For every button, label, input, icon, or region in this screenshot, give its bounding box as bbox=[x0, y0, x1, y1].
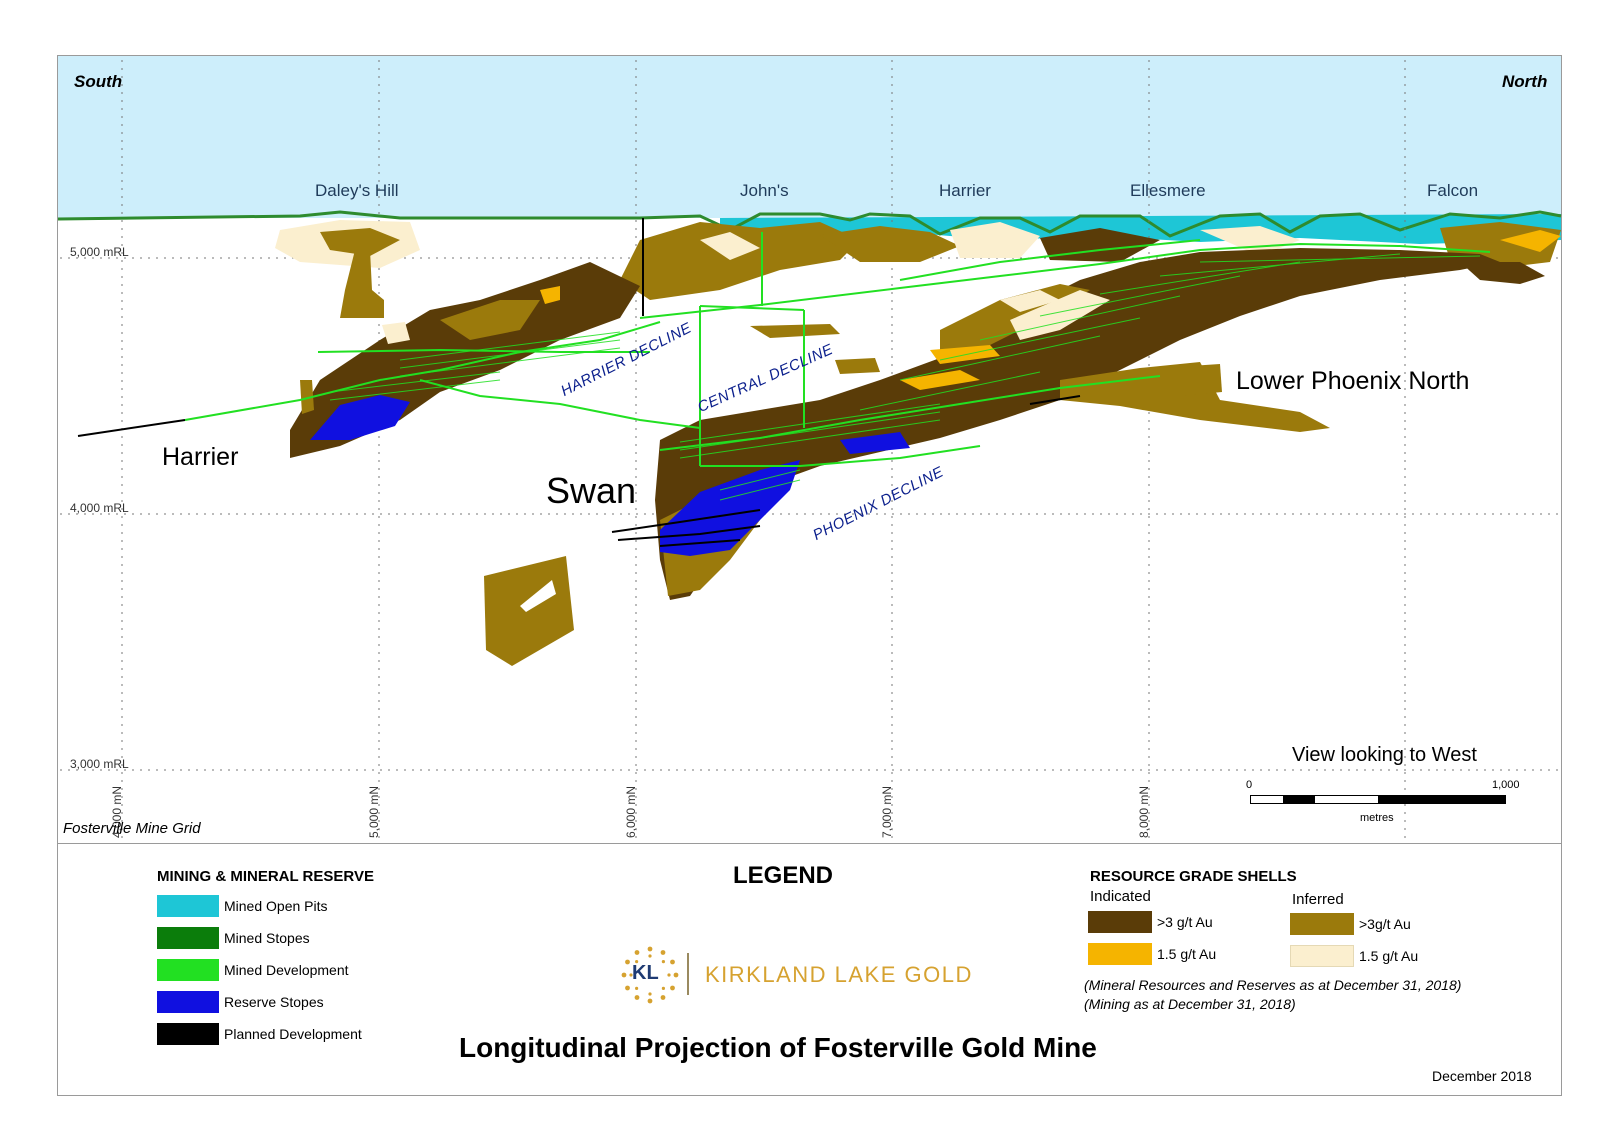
legend-title: LEGEND bbox=[733, 862, 834, 889]
mined-development bbox=[184, 232, 1491, 467]
legend-item-indicated-low: 1.5 g/t Au bbox=[1088, 943, 1216, 965]
open-pit-strip bbox=[720, 214, 1561, 244]
legend-label: Mined Stopes bbox=[224, 930, 310, 946]
legend-item-reserve-stopes: Reserve Stopes bbox=[157, 986, 362, 1018]
figure-title: Longitudinal Projection of Fosterville G… bbox=[459, 1032, 1097, 1063]
figure-date: December 2018 bbox=[1432, 1068, 1532, 1084]
note-mining-date: (Mining as at December 31, 2018) bbox=[1084, 996, 1296, 1012]
legend-swatch bbox=[1290, 945, 1354, 967]
zone-harrier: Harrier bbox=[162, 443, 239, 471]
northing-label-5000: 5,000 mN bbox=[367, 785, 381, 838]
legend-label: Mined Development bbox=[224, 962, 349, 978]
inferred-header: Inferred bbox=[1292, 891, 1344, 908]
elevation-label-3000: 3,000 mRL bbox=[70, 757, 129, 771]
area-ellesmere: Ellesmere bbox=[1130, 181, 1206, 200]
area-johns: John's bbox=[740, 181, 789, 200]
legend-swatch bbox=[1088, 943, 1152, 965]
scale-max-label: 1,000 bbox=[1492, 779, 1520, 791]
legend-label: >3g/t Au bbox=[1359, 916, 1411, 932]
sunburst-icon bbox=[621, 946, 679, 1004]
company-logo: KL KIRKLAND LAKE GOLD bbox=[620, 945, 980, 1005]
legend-label: 1.5 g/t Au bbox=[1359, 948, 1419, 964]
planned-development bbox=[77, 218, 1081, 547]
legend-item-inferred-low: 1.5 g/t Au bbox=[1290, 945, 1418, 967]
legend-divider bbox=[57, 843, 1562, 844]
legend-item-mined-development: Mined Development bbox=[157, 954, 362, 986]
legend-swatch bbox=[157, 895, 219, 917]
legend-label: 1.5 g/t Au bbox=[1157, 946, 1217, 962]
logo-name: KIRKLAND LAKE GOLD bbox=[705, 962, 973, 987]
sky-band bbox=[58, 56, 1561, 218]
legend-label: Planned Development bbox=[224, 1026, 362, 1042]
legend-swatch bbox=[157, 991, 219, 1013]
legend-swatch bbox=[157, 1023, 219, 1045]
logo-initials: KL bbox=[632, 962, 659, 984]
resource-legend-header: RESOURCE GRADE SHELLS bbox=[1090, 868, 1297, 885]
elevation-label-4000: 4,000 mRL bbox=[70, 501, 129, 515]
south-label: South bbox=[74, 72, 123, 91]
area-harrier: Harrier bbox=[939, 181, 991, 200]
phoenix-orebody bbox=[655, 248, 1500, 600]
northing-label-8000: 8,000 mN bbox=[1137, 785, 1151, 838]
legend-swatch bbox=[1088, 911, 1152, 933]
legend-label: Reserve Stopes bbox=[224, 994, 324, 1010]
legend-swatch bbox=[157, 927, 219, 949]
legend-label: Mined Open Pits bbox=[224, 898, 328, 914]
mine-grid-label: Fosterville Mine Grid bbox=[63, 820, 201, 837]
area-daleys-hill: Daley's Hill bbox=[315, 181, 399, 200]
elevation-label-5000: 5,000 mRL bbox=[70, 245, 129, 259]
mining-legend-list: Mined Open Pits Mined Stopes Mined Devel… bbox=[157, 890, 362, 1050]
scale-bar bbox=[1250, 795, 1506, 804]
indicated-header: Indicated bbox=[1090, 888, 1151, 905]
legend-item-planned-development: Planned Development bbox=[157, 1018, 362, 1050]
mining-legend-header: MINING & MINERAL RESERVE bbox=[157, 868, 374, 885]
mined-stopes-texture bbox=[329, 253, 1481, 501]
legend-item-indicated-high: >3 g/t Au bbox=[1088, 911, 1213, 933]
northing-label-6000: 6,000 mN bbox=[624, 785, 638, 838]
zone-lower-phoenix-north: Lower Phoenix North bbox=[1236, 367, 1470, 395]
zone-swan: Swan bbox=[546, 470, 637, 511]
scale-unit-label: metres bbox=[1360, 812, 1394, 824]
logo-divider bbox=[687, 953, 689, 995]
legend-swatch bbox=[157, 959, 219, 981]
north-label: North bbox=[1502, 72, 1548, 91]
area-falcon: Falcon bbox=[1427, 181, 1479, 200]
legend-swatch bbox=[1290, 913, 1354, 935]
deep-inferred-block bbox=[484, 556, 574, 666]
scale-min-label: 0 bbox=[1246, 779, 1253, 791]
legend-item-mined-stopes: Mined Stopes bbox=[157, 922, 362, 954]
view-direction-label: View looking to West bbox=[1292, 744, 1477, 766]
legend-item-mined-open-pits: Mined Open Pits bbox=[157, 890, 362, 922]
legend-label: >3 g/t Au bbox=[1157, 914, 1213, 930]
note-resources-date: (Mineral Resources and Reserves as at De… bbox=[1084, 977, 1462, 993]
legend-item-inferred-high: >3g/t Au bbox=[1290, 913, 1411, 935]
northing-label-7000: 7,000 mN bbox=[880, 785, 894, 838]
surface-line bbox=[57, 210, 1562, 238]
